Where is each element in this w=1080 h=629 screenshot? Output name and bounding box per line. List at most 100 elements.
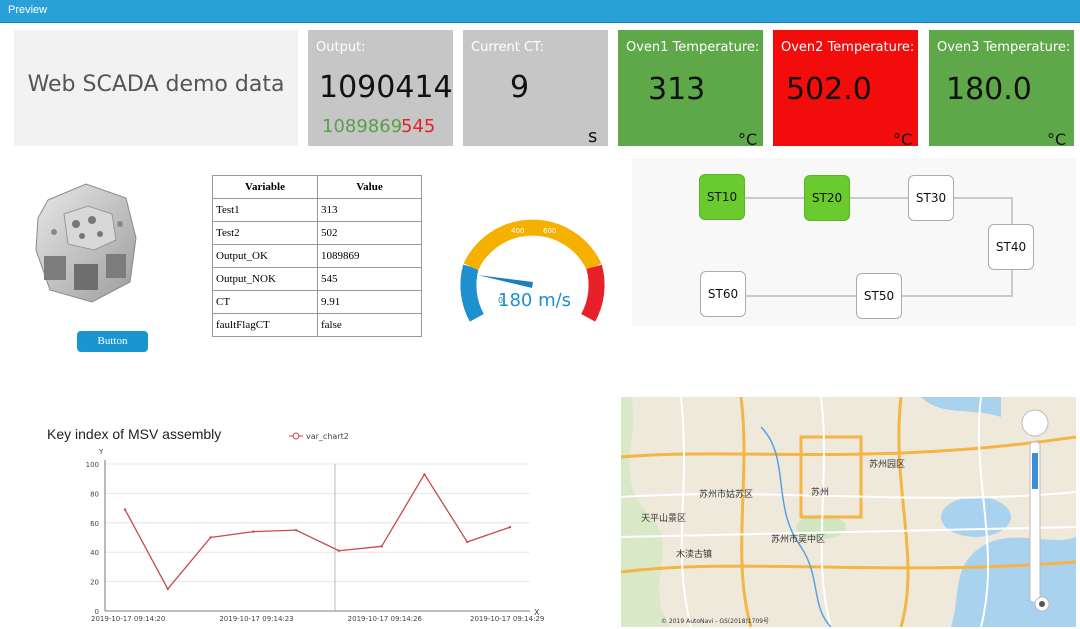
action-button[interactable]: Button: [77, 331, 148, 352]
output-value: 1090414: [319, 70, 453, 105]
demo-title: Web SCADA demo data: [27, 72, 285, 97]
map-attribution: © 2019 AutoNavi - GS(2018)1709号: [661, 618, 770, 625]
chart-title: Key index of MSV assembly: [47, 426, 221, 442]
header-variable: Variable: [212, 175, 318, 199]
map-label: 苏州: [811, 486, 829, 498]
cell-variable: Test1: [212, 198, 318, 222]
map-canvas[interactable]: 苏州 苏州市吴中区 苏州园区 天平山景区 木渎古镇 苏州市姑苏区: [621, 397, 1076, 627]
x-axis-label: X: [534, 608, 540, 617]
data-point: [380, 545, 383, 548]
oven3-label: Oven3 Temperature:: [937, 40, 1071, 55]
output-card: Output: 1090414 1089869 545: [308, 30, 453, 146]
oven1-card: Oven1 Temperature: 313 °C: [618, 30, 763, 149]
gauge-band-mid: [463, 219, 602, 271]
map-label: 苏州市姑苏区: [699, 488, 753, 500]
y-tick-label: 20: [90, 579, 99, 587]
header-value: Value: [317, 175, 422, 199]
speed-gauge: 0 200 400 600 800 180 m/s: [460, 219, 605, 322]
oven1-label: Oven1 Temperature:: [626, 40, 760, 55]
series-points: [123, 473, 512, 591]
window-title: Preview: [8, 4, 48, 16]
y-tick-label: 80: [90, 490, 99, 498]
cell-variable: Output_NOK: [212, 267, 318, 291]
oven3-value: 180.0: [946, 72, 1032, 107]
y-tick-label: 0: [95, 608, 99, 616]
oven1-value: 313: [648, 72, 706, 107]
output-label: Output:: [316, 40, 366, 55]
table-header-row: Variable Value: [212, 175, 422, 199]
table-row: Test2 502: [212, 221, 422, 245]
series-line-var-chart2: [124, 473, 511, 591]
data-point: [123, 508, 127, 511]
cell-value: 1089869: [317, 244, 422, 268]
gauge-tick-label: 600: [543, 227, 556, 235]
cell-value: 502: [317, 221, 422, 245]
gauge-band-low: [460, 264, 484, 322]
table-row: Output_NOK 545: [212, 267, 422, 291]
table-row: CT 9.91: [212, 290, 422, 314]
map-label: 苏州园区: [869, 458, 905, 470]
legend-label: var_chart2: [306, 432, 349, 441]
station-st40[interactable]: ST40: [988, 224, 1034, 270]
y-tick-label: 40: [90, 549, 99, 557]
current-ct-value: 9: [510, 70, 530, 105]
data-point: [252, 530, 255, 533]
oven2-label: Oven2 Temperature:: [781, 40, 915, 55]
x-tick-label: 2019-10-17 09:14:23: [219, 615, 293, 623]
demo-title-card: Web SCADA demo data: [14, 30, 298, 146]
key-index-line-chart: Key index of MSV assembly var_chart2 Y X…: [47, 426, 544, 623]
cell-variable: faultFlagCT: [212, 313, 318, 337]
current-ct-card: Current CT: 9 s: [463, 30, 608, 147]
data-point: [209, 536, 212, 539]
station-st10[interactable]: ST10: [699, 174, 745, 220]
variables-table: Variable Value Test1 313 Test2 502 Output_…: [212, 175, 422, 337]
current-ct-unit: s: [588, 126, 598, 147]
oven2-card: Oven2 Temperature: 502.0 °C: [773, 30, 918, 149]
machined-part-image: [35, 183, 137, 303]
gauge-tick-label: 800: [568, 259, 581, 267]
table-row: Output_OK 1089869: [212, 244, 422, 268]
station-st30[interactable]: ST30: [908, 175, 954, 221]
y-axis-label: Y: [98, 448, 104, 456]
current-ct-label: Current CT:: [471, 40, 544, 55]
oven1-unit: °C: [738, 130, 758, 149]
station-st60[interactable]: ST60: [700, 271, 746, 317]
y-tick-labels: 0 20 40 60 80 100: [86, 461, 99, 616]
cell-value: false: [317, 313, 422, 337]
oven2-value: 502.0: [786, 72, 872, 107]
oven3-card: Oven3 Temperature: 180.0 °C: [929, 30, 1074, 149]
station-st20[interactable]: ST20: [804, 175, 850, 221]
y-tick-label: 60: [90, 520, 99, 528]
gauge-needle: [477, 275, 534, 288]
station-flow-diagram: ST10 ST20 ST30 ST40 ST50 ST60: [632, 158, 1076, 326]
map-label: 苏州市吴中区: [771, 533, 825, 545]
gauge-tick-label: 0: [498, 296, 503, 305]
cell-value: 545: [317, 267, 422, 291]
city-map[interactable]: 苏州 苏州市吴中区 苏州园区 天平山景区 木渎古镇 苏州市姑苏区 © 2019 …: [621, 397, 1076, 627]
x-tick-label: 2019-10-17 09:14:20: [91, 615, 165, 623]
window-titlebar: Preview: [0, 0, 1080, 23]
legend-marker: [292, 432, 300, 440]
data-point: [337, 549, 341, 552]
map-label: 天平山景区: [641, 513, 686, 524]
table-row: Test1 313: [212, 198, 422, 222]
gauge-readout: 180 m/s: [498, 290, 571, 311]
output-ok-count: 1089869: [322, 116, 403, 137]
oven2-unit: °C: [893, 130, 913, 149]
table-row: faultFlagCT false: [212, 313, 422, 337]
data-point: [423, 473, 426, 476]
chart-legend: var_chart2: [289, 432, 349, 441]
gauge-band-high: [581, 264, 605, 322]
gauge-tick-label: 400: [511, 227, 524, 235]
data-point: [466, 540, 469, 544]
station-st50[interactable]: ST50: [856, 273, 902, 319]
cell-variable: Test2: [212, 221, 318, 245]
oven3-unit: °C: [1047, 130, 1067, 149]
cell-variable: CT: [212, 290, 318, 314]
x-tick-label: 2019-10-17 09:14:29: [470, 615, 544, 623]
map-navigation-control[interactable]: [1021, 409, 1049, 603]
cell-value: 313: [317, 198, 422, 222]
data-point: [166, 587, 169, 591]
data-point: [508, 526, 512, 529]
x-tick-label: 2019-10-17 09:14:26: [348, 615, 423, 623]
